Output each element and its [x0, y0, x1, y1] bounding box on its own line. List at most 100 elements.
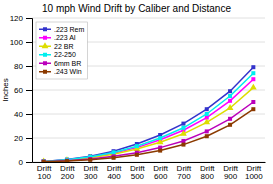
series-marker: [181, 122, 185, 126]
series-marker: [251, 107, 255, 111]
series-line: [44, 67, 254, 161]
series-marker: [88, 158, 92, 162]
series-marker: [205, 129, 209, 133]
grid: [32, 18, 265, 162]
series: [42, 71, 256, 162]
x-axis: Drift100 Drift200 Drift300 Drift400 Drift500…: [33, 163, 266, 181]
series-marker: [205, 134, 209, 138]
grid-line: [32, 114, 265, 115]
series-marker: [112, 150, 116, 154]
series-line: [44, 109, 254, 162]
series-marker: [205, 112, 209, 116]
x-tick: Drift500: [130, 164, 145, 181]
legend-label: .243 Win: [54, 68, 82, 75]
x-tick: Drift700: [177, 164, 192, 181]
series-marker: [42, 160, 46, 162]
legend-item: 6mm BR: [39, 60, 81, 67]
y-tick: 100: [10, 38, 32, 47]
series-marker: [205, 107, 209, 111]
y-tick-label: 100: [10, 38, 24, 47]
series-marker: [42, 160, 46, 162]
series-marker: [88, 157, 92, 161]
legend-swatch-marker: [42, 42, 49, 48]
x-tick: Drift900: [223, 164, 238, 181]
series-marker: [135, 153, 139, 157]
legend: .223 Rem.223 AI 22 BR22-250 6mm BR.243 Win: [36, 22, 87, 79]
x-tick-label: Drift300: [83, 164, 98, 181]
legend-label: 6mm BR: [54, 60, 81, 67]
series-marker: [65, 159, 69, 162]
x-tick-label-line: 300: [84, 172, 98, 181]
x-tick-label: Drift800: [200, 164, 215, 181]
x-tick-label: Drift200: [60, 164, 75, 181]
y-tick: 120: [10, 14, 32, 23]
series-marker: [250, 84, 257, 90]
series-line: [44, 79, 254, 161]
series-marker: [42, 160, 46, 162]
series-marker: [181, 139, 185, 143]
grid-line: [32, 18, 265, 19]
legend-label: .223 Rem: [54, 26, 85, 33]
x-tick-label-line: 500: [131, 172, 145, 181]
series: [40, 84, 256, 162]
series-marker: [135, 144, 139, 148]
y-tick: 20: [14, 134, 32, 143]
series-marker: [228, 117, 232, 121]
x-tick: Drift100: [37, 164, 52, 181]
x-tick-label: Drift400: [107, 164, 122, 181]
x-tick: Drift400: [107, 164, 122, 181]
series-marker: [228, 99, 232, 103]
y-tick-mark: [26, 114, 32, 115]
series-marker: [251, 71, 255, 75]
legend-label: .223 AI: [54, 34, 76, 41]
series-marker: [112, 156, 116, 160]
x-tick: Drift200: [60, 164, 75, 181]
y-tick: 60: [14, 86, 32, 95]
y-tick: 40: [14, 110, 32, 119]
series-marker: [251, 65, 255, 69]
y-tick-mark: [26, 138, 32, 139]
series-marker: [251, 100, 255, 104]
x-tick-label-line: 100: [37, 172, 51, 181]
series-marker: [65, 159, 69, 162]
x-tick-label-line: 600: [154, 172, 168, 181]
grid-line: [32, 138, 265, 139]
legend-item: .223 Rem: [39, 26, 85, 33]
legend-label: 22-250: [54, 51, 76, 58]
y-tick-label: 20: [14, 134, 23, 143]
y-tick-mark: [26, 162, 32, 163]
series-marker: [42, 159, 46, 162]
x-tick-label: Drift100: [37, 164, 52, 181]
series-line: [44, 88, 254, 162]
series-marker: [180, 130, 187, 136]
series: [42, 65, 256, 162]
legend-swatch-marker: [43, 70, 47, 74]
x-tick-label: Drift1000: [245, 164, 263, 181]
series-marker: [228, 94, 232, 98]
y-label: Inches: [1, 78, 10, 102]
series-marker: [158, 149, 162, 153]
series-marker: [181, 126, 185, 130]
legend-swatch-marker: [43, 36, 47, 40]
x-tick-label: Drift600: [153, 164, 168, 181]
x-tick-label: Drift700: [177, 164, 192, 181]
series-marker: [228, 123, 232, 127]
series: [42, 100, 256, 162]
series-marker: [228, 89, 232, 93]
y-axis: 020406080100120: [10, 14, 33, 167]
y-tick-mark: [26, 42, 32, 43]
x-tick-label: Drift900: [223, 164, 238, 181]
series-marker: [181, 143, 185, 147]
legend-label: 22 BR: [54, 43, 73, 50]
title: 10 mph Wind Drift by Caliber and Distanc…: [42, 3, 231, 14]
y-tick-label: 120: [10, 14, 24, 23]
y-tick-mark: [26, 90, 32, 91]
legend-box: [36, 22, 87, 79]
y-tick: 0: [19, 158, 32, 167]
series-marker: [251, 77, 255, 81]
legend-swatch-marker: [43, 53, 47, 57]
x-tick-label: Drift500: [130, 164, 145, 181]
legend-item: .223 AI: [39, 34, 76, 41]
series-marker: [42, 159, 46, 162]
legend-item: .243 Win: [39, 68, 82, 75]
